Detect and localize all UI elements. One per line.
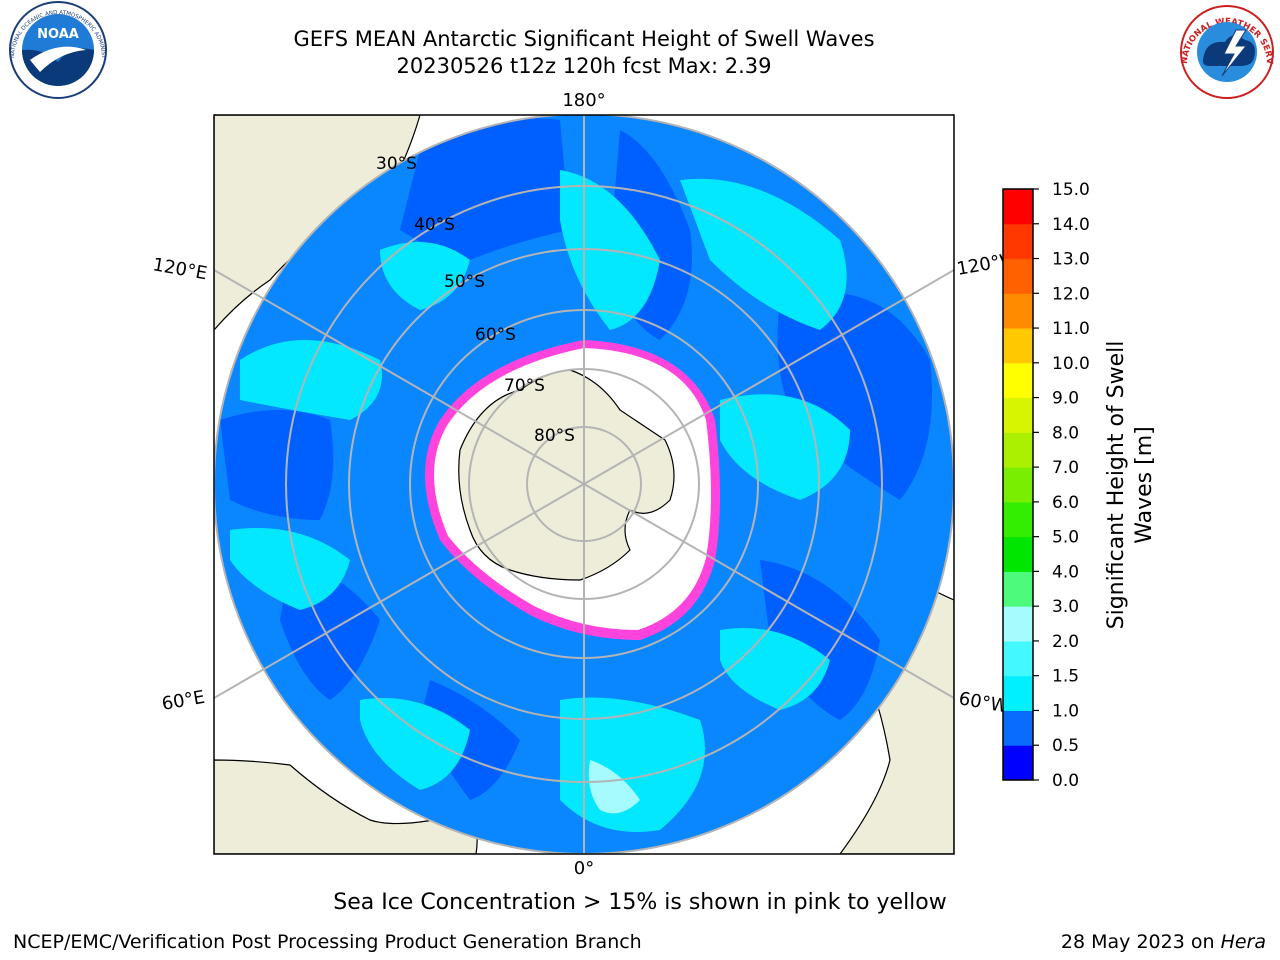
sea-ice-note: Sea Ice Concentration > 15% is shown in …	[333, 890, 947, 915]
graticule	[214, 115, 954, 854]
lon-label-180: 180°	[562, 90, 605, 111]
colorbar-tick-label: 8.0	[1052, 423, 1079, 443]
colorbar-tick-label: 15.0	[1052, 180, 1090, 200]
colorbar-segment	[1003, 710, 1033, 746]
colorbar-segment	[1003, 571, 1033, 607]
colorbar-tick-label: 11.0	[1052, 319, 1090, 339]
colorbar-segment	[1003, 675, 1033, 711]
colorbar-tick-label: 4.0	[1052, 562, 1079, 582]
colorbar-segment	[1003, 536, 1033, 572]
colorbar-segment	[1003, 258, 1033, 294]
colorbar-tick-label: 7.0	[1052, 458, 1079, 478]
colorbar-segment	[1003, 362, 1033, 399]
lat-label-80s: 80°S	[534, 426, 575, 446]
colorbar-segment	[1003, 640, 1033, 677]
chart-title: GEFS MEAN Antarctic Significant Height o…	[293, 27, 875, 51]
colorbar-segment	[1003, 328, 1033, 364]
colorbar-tick-label: 1.0	[1052, 701, 1079, 721]
footer-date: 28 May 2023 on Hera	[1061, 931, 1266, 953]
colorbar-tick-label: 13.0	[1052, 250, 1090, 270]
colorbar: 0.0 0.5 1.0 1.5 2.0 3.0 4.0 5.0 6.0 7.0 8.0 9.0 10.0…	[1002, 180, 1090, 791]
lat-label-60s: 60°S	[475, 325, 516, 345]
colorbar-segment	[1003, 745, 1033, 781]
colorbar-label-line2: Waves [m]	[1132, 426, 1157, 543]
colorbar-segment	[1003, 293, 1033, 329]
colorbar-segment	[1003, 223, 1033, 260]
colorbar-tick-label: 5.0	[1052, 528, 1079, 548]
colorbar-frame	[1002, 188, 1034, 781]
noaa-logo: NATIONAL OCEANIC AND ATMOSPHERIC ADMINIS…	[0, 0, 107, 99]
footer-host: Hera	[1220, 931, 1266, 953]
lat-label-70s: 70°S	[504, 376, 545, 396]
colorbar-tick-label: 12.0	[1052, 284, 1090, 304]
colorbar-label-line1: Significant Height of Swell	[1104, 341, 1129, 630]
colorbar-segment	[1003, 606, 1033, 642]
colorbar-tick-label: 1.5	[1052, 667, 1079, 687]
colorbar-tick-label: 0.5	[1052, 736, 1079, 756]
footer-date-text: 28 May 2023 on	[1060, 931, 1221, 953]
footer-credit: NCEP/EMC/Verification Post Processing Pr…	[13, 931, 642, 953]
lat-label-40s: 40°S	[414, 215, 455, 235]
colorbar-segment	[1003, 467, 1033, 503]
colorbar-tick-label: 2.0	[1052, 632, 1079, 652]
lon-label-60w: 60°W	[957, 688, 1010, 717]
lon-label-60e: 60°E	[160, 687, 206, 715]
lat-label-30s: 30°S	[376, 154, 417, 174]
lon-label-0: 0°	[574, 858, 594, 879]
colorbar-segment	[1003, 397, 1033, 433]
colorbar-tick-label: 0.0	[1052, 771, 1079, 791]
colorbar-tick-label: 6.0	[1052, 493, 1079, 513]
lon-label-120e: 120°E	[151, 254, 209, 284]
colorbar-tick-label: 9.0	[1052, 389, 1079, 409]
colorbar-segment	[1003, 432, 1033, 468]
nws-logo: NATIONAL WEATHER SERVICE	[0, 0, 1274, 99]
svg-text:NATIONAL WEATHER SERVICE: NATIONAL WEATHER SERVICE	[0, 0, 1274, 65]
colorbar-tick-label: 3.0	[1052, 597, 1079, 617]
lat-label-50s: 50°S	[444, 272, 485, 292]
colorbar-segment	[1003, 501, 1033, 538]
colorbar-segment	[1003, 189, 1033, 225]
noaa-logo-text: NOAA	[37, 27, 79, 42]
colorbar-tick-label: 14.0	[1052, 215, 1090, 235]
colorbar-tick-label: 10.0	[1052, 354, 1090, 374]
chart-subtitle: 20230526 t12z 120h fcst Max: 2.39	[396, 54, 772, 78]
